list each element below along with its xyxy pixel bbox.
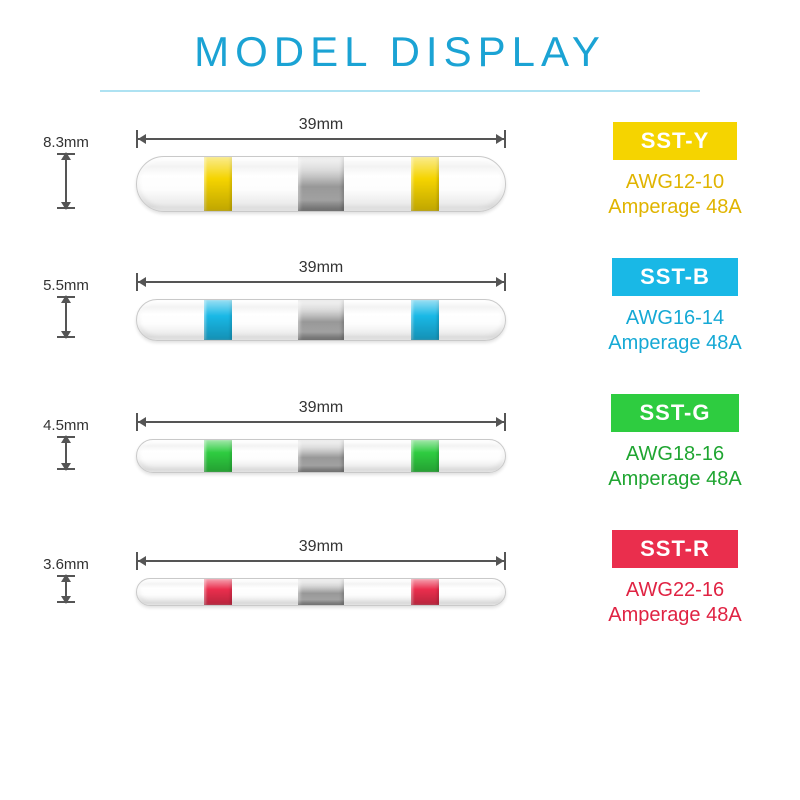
solder-band [298,300,344,340]
connector-tube [136,439,506,473]
model-info: SST-Y AWG12-10 Amperage 48A [546,122,764,220]
length-dimension: 39mm [136,130,506,148]
color-band [204,579,232,605]
page-title: MODEL DISPLAY [0,0,800,76]
solder-band [298,157,344,211]
model-amperage: Amperage 48A [586,603,764,628]
height-dimension: 4.5mm [36,417,96,470]
height-arrow-icon [65,575,67,603]
model-awg: AWG18-16 [586,442,764,467]
height-arrow-icon [65,296,67,338]
model-diagram: 8.3mm 39mm [36,130,546,212]
height-label: 8.3mm [43,134,89,151]
height-arrow-icon [65,436,67,470]
color-band [204,440,232,472]
solder-band [298,440,344,472]
model-awg: AWG12-10 [586,170,764,195]
model-amperage: Amperage 48A [586,467,764,492]
models-list: 8.3mm 39mm [0,122,800,628]
color-band [411,579,439,605]
model-row: 5.5mm 39mm [36,258,764,356]
model-diagram: 5.5mm 39mm [36,273,546,341]
length-dimension: 39mm [136,552,506,570]
color-band [204,300,232,340]
model-awg: AWG16-14 [586,306,764,331]
model-tag: SST-B [612,258,738,296]
height-dimension: 5.5mm [36,277,96,338]
title-divider [100,90,700,92]
length-label: 39mm [295,538,347,556]
model-row: 3.6mm 39mm [36,530,764,628]
color-band [411,300,439,340]
connector-tube [136,156,506,212]
height-dimension: 3.6mm [36,556,96,603]
connector-tube [136,578,506,606]
solder-band [298,579,344,605]
color-band [411,157,439,211]
model-info: SST-R AWG22-16 Amperage 48A [546,530,764,628]
model-info: SST-B AWG16-14 Amperage 48A [546,258,764,356]
model-row: 8.3mm 39mm [36,122,764,220]
length-dimension: 39mm [136,273,506,291]
connector-wrap: 39mm [96,413,546,473]
model-row: 4.5mm 39mm [36,394,764,492]
height-label: 5.5mm [43,277,89,294]
model-diagram: 3.6mm 39mm [36,552,546,606]
model-tag: SST-G [611,394,738,432]
model-tag: SST-Y [613,122,738,160]
model-tag: SST-R [612,530,738,568]
height-arrow-icon [65,153,67,209]
model-info: SST-G AWG18-16 Amperage 48A [546,394,764,492]
model-amperage: Amperage 48A [586,331,764,356]
model-diagram: 4.5mm 39mm [36,413,546,473]
connector-tube [136,299,506,341]
connector-wrap: 39mm [96,552,546,606]
color-band [204,157,232,211]
height-dimension: 8.3mm [36,134,96,209]
connector-wrap: 39mm [96,130,546,212]
connector-wrap: 39mm [96,273,546,341]
length-label: 39mm [295,259,347,277]
model-amperage: Amperage 48A [586,195,764,220]
length-dimension: 39mm [136,413,506,431]
length-label: 39mm [295,116,347,134]
model-awg: AWG22-16 [586,578,764,603]
height-label: 3.6mm [43,556,89,573]
length-label: 39mm [295,399,347,417]
color-band [411,440,439,472]
height-label: 4.5mm [43,417,89,434]
